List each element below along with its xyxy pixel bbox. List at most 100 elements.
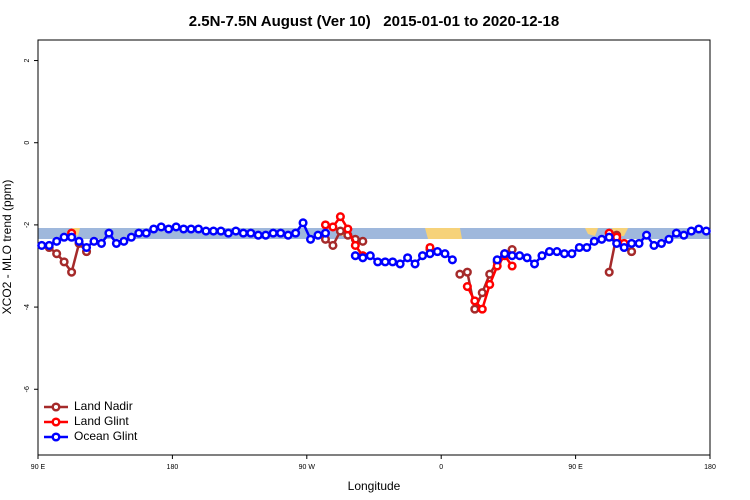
legend-label: Ocean Glint [74,429,138,443]
y-tick-label: 0 [24,141,31,145]
legend-label: Land Glint [74,414,129,428]
data-point [111,238,121,248]
data-point [59,257,69,267]
data-point [328,240,338,250]
data-point [462,281,472,292]
data-point [335,226,345,236]
legend-marker [51,432,61,442]
data-point [701,226,711,236]
data-point [477,304,487,314]
data-point [231,226,241,236]
data-point [104,228,114,238]
data-point [627,238,637,248]
legend-label: Land Nadir [74,399,133,413]
data-point [52,236,62,246]
data-point [485,279,495,290]
y-tick-label: 2 [24,58,31,62]
data-point [634,238,644,248]
data-point [537,251,547,261]
data-point [403,253,413,263]
legend-marker [51,417,61,427]
data-point [119,236,129,246]
y-axis-label: XCO2 - MLO trend (ppm) [0,180,14,315]
data-point [604,232,614,242]
data-point [686,226,696,236]
data-point [641,230,652,240]
data-point [500,249,510,259]
ocean-band [38,228,710,239]
data-point [253,230,263,240]
data-point [67,267,77,277]
y-tick-label: -6 [24,386,31,392]
data-point [432,247,443,257]
data-point [350,251,360,261]
data-point [44,240,54,250]
x-tick-label: 90 E [568,464,583,471]
data-point [216,226,226,236]
data-point [417,251,428,261]
x-tick-label: 180 [167,464,179,471]
x-axis-label: Longitude [348,479,401,493]
data-point [388,257,398,267]
data-point [343,224,353,234]
data-point [67,232,77,242]
data-point [52,249,62,259]
data-point [656,238,667,248]
data-point [582,242,592,253]
data-point [313,230,323,240]
data-point [627,247,637,257]
x-tick-label: 90 W [299,464,316,471]
data-point [223,228,233,238]
data-point [612,238,622,248]
data-point [37,240,47,250]
data-point [126,232,136,242]
data-point [597,234,607,244]
data-point [291,228,301,238]
data-point [186,224,196,234]
data-point [208,226,219,236]
x-tick-label: 90 E [31,464,46,471]
data-point [149,224,159,234]
data-point [664,234,674,244]
data-point [507,261,517,271]
data-point [604,267,614,277]
data-point [567,249,577,259]
data-point [261,230,271,240]
data-point [649,240,659,250]
data-point [328,222,338,232]
chart-title: 2.5N-7.5N August (Ver 10) 2015-01-01 to … [189,13,559,30]
data-point [283,230,293,240]
data-point [81,242,92,253]
data-point [276,228,286,238]
data-point [507,251,517,261]
x-tick-label: 0 [439,464,443,471]
data-point [171,222,181,232]
data-point [238,228,248,238]
data-point [89,236,99,246]
data-point [96,238,107,248]
data-point [522,253,532,263]
data-point [201,226,211,236]
data-point [373,257,383,267]
data-point [492,255,502,265]
data-point [477,288,487,298]
data-point [164,224,174,234]
data-point [179,224,189,234]
data-point [462,267,472,277]
data-point [552,247,562,257]
data-point [141,228,151,238]
data-point [156,222,166,232]
data-point [470,304,480,314]
data-point [358,236,368,246]
data-point [335,212,345,222]
data-point [679,230,689,240]
data-point [59,232,69,242]
data-point [298,218,308,228]
data-point [74,236,84,246]
data-point [671,228,681,238]
data-point [320,228,331,238]
data-point [589,236,599,246]
legend-marker [51,402,61,412]
